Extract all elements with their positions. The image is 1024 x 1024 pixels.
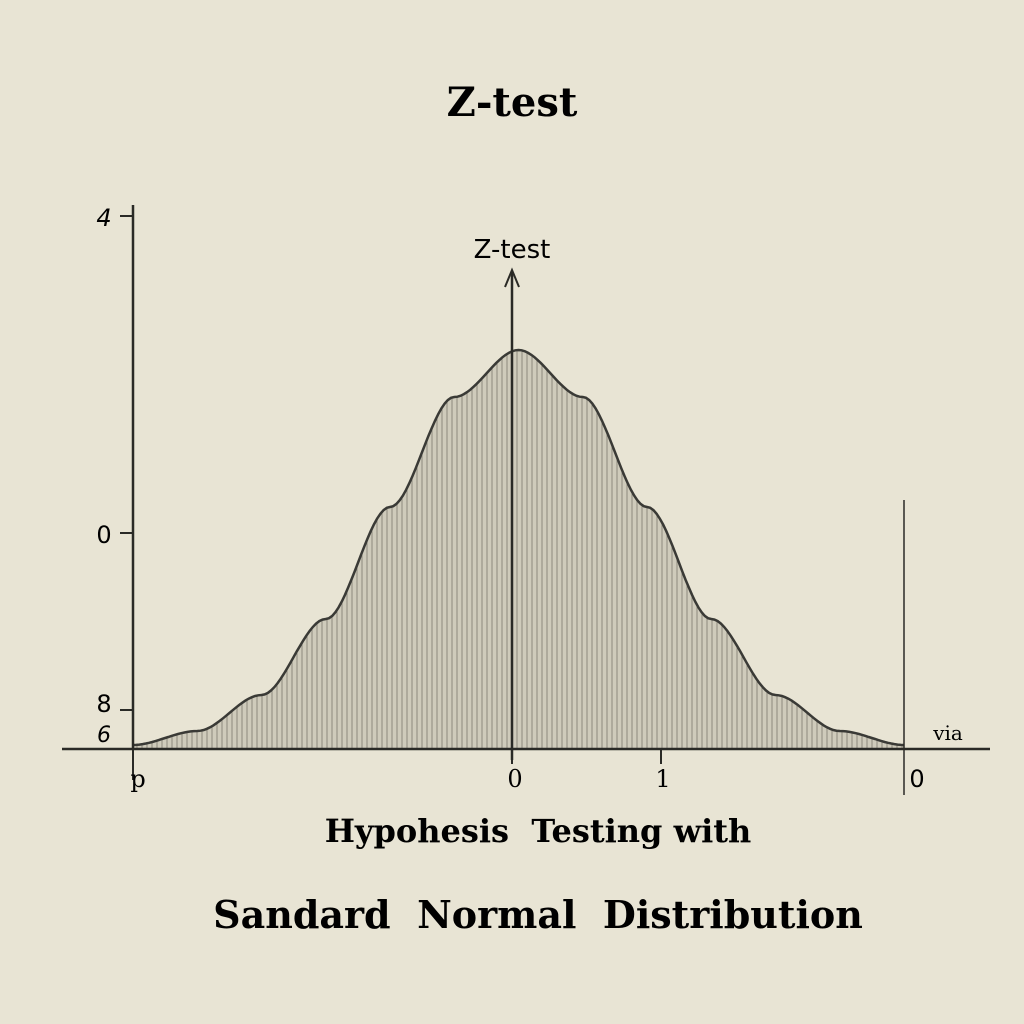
x-tick-label: 0 bbox=[507, 765, 522, 793]
center-arrow-head bbox=[504, 267, 520, 288]
arrow-annotation: Z-test bbox=[474, 235, 551, 265]
x-tick-label: 0 bbox=[909, 765, 924, 793]
chart-title: Z-test bbox=[447, 79, 578, 126]
x-tick-label: p bbox=[130, 765, 145, 793]
plot-area bbox=[132, 348, 905, 749]
y-tick-label: 8 bbox=[96, 690, 111, 718]
y-tick-label: 6 bbox=[97, 723, 111, 748]
y-tick-label: 4 bbox=[96, 204, 111, 232]
caption-line-2: Sandard Normal Distribution bbox=[213, 892, 863, 937]
x-axis-end-label: via bbox=[932, 721, 963, 745]
caption-line-1: Hypohesis Testing with bbox=[325, 812, 752, 850]
distribution-curve bbox=[132, 348, 905, 747]
area-fill bbox=[133, 350, 904, 749]
x-tick-label: 1 bbox=[655, 765, 670, 793]
y-tick-label: 0 bbox=[96, 521, 111, 549]
